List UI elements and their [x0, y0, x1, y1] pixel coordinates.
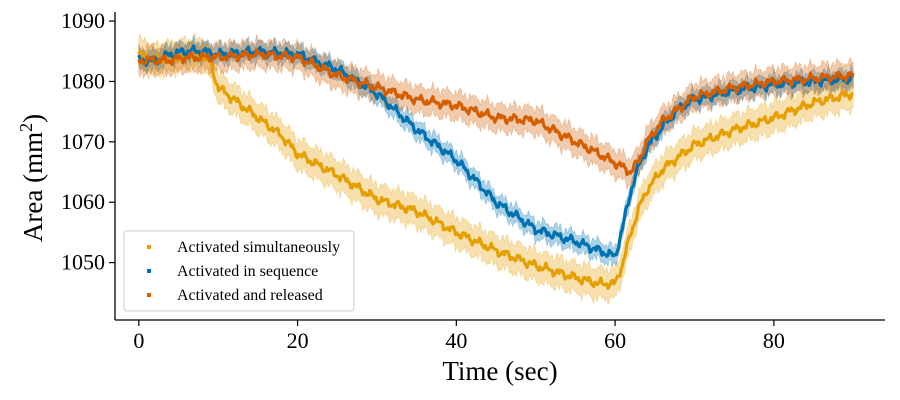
y-axis-title-tail: ): [18, 114, 48, 123]
x-tick-label: 0: [133, 328, 144, 353]
legend-marker: [147, 293, 151, 297]
series-lines: [137, 44, 855, 291]
x-tick-label: 20: [287, 328, 309, 353]
y-axis-title-superscript: 2: [16, 123, 36, 132]
x-tick-label: 60: [604, 328, 626, 353]
x-tick-label: 40: [445, 328, 467, 353]
series-band: [138, 34, 854, 190]
y-axis-title: Area (mm2): [16, 114, 48, 242]
x-axis-title: Time (sec): [442, 356, 557, 386]
legend: Activated simultaneously Activated in seq…: [123, 230, 355, 312]
legend-box: [123, 230, 355, 312]
y-tick-label: 1090: [61, 8, 105, 33]
series-line: [137, 47, 855, 177]
y-tick-label: 1070: [61, 129, 105, 154]
y-tick-label: 1080: [61, 68, 105, 93]
legend-label: Activated in sequence: [177, 263, 318, 280]
series-line: [137, 48, 854, 291]
y-axis-title-base: Area (mm: [18, 132, 48, 242]
axes: [114, 12, 885, 321]
y-ticks: 1050 1060 1070 1080 1090: [61, 8, 115, 275]
legend-label: Activated simultaneously: [177, 239, 340, 256]
y-tick-label: 1050: [61, 250, 105, 275]
legend-label: Activated and released: [177, 287, 323, 304]
legend-marker: [147, 245, 151, 249]
legend-marker: [147, 269, 151, 273]
x-tick-label: 80: [763, 328, 785, 353]
series-band: [138, 34, 854, 268]
y-tick-label: 1060: [61, 189, 105, 214]
x-ticks: 0 20 40 60 80: [133, 320, 785, 353]
